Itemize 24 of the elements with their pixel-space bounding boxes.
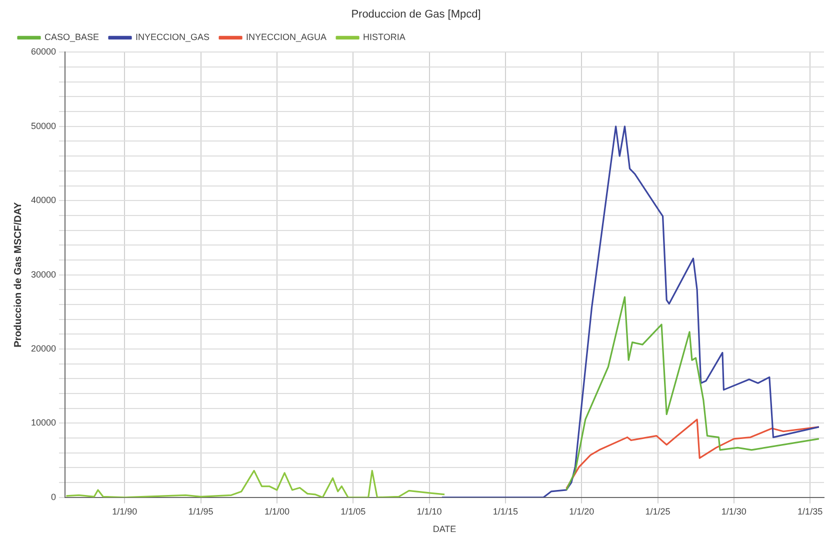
- y-tick-label: 10000: [30, 418, 56, 428]
- y-axis-title: Produccion de Gas MSCF/DAY: [12, 202, 24, 348]
- y-tick-label: 50000: [30, 120, 56, 131]
- y-tick-label: 30000: [30, 269, 56, 280]
- x-tick-label: 1/1/05: [340, 506, 366, 516]
- y-tick-label: 20000: [30, 343, 56, 354]
- x-axis-title: DATE: [432, 524, 456, 534]
- chart-title: Produccion de Gas [Mpcd]: [351, 8, 481, 21]
- x-tick-label: 1/1/35: [798, 506, 823, 516]
- y-tick-label: 40000: [30, 195, 56, 206]
- legend-label: CASO_BASE: [44, 32, 100, 42]
- x-tick-label: 1/1/00: [264, 506, 290, 516]
- y-tick-label: 60000: [30, 46, 56, 57]
- x-tick-label: 1/1/30: [721, 506, 746, 516]
- legend-label: INYECCION_GAS: [136, 32, 210, 42]
- y-tick-label: 0: [51, 492, 56, 502]
- x-tick-label: 1/1/15: [492, 506, 518, 516]
- x-tick-label: 1/1/10: [416, 506, 442, 516]
- x-tick-label: 1/1/20: [569, 506, 594, 516]
- x-tick-label: 1/1/95: [188, 506, 214, 516]
- x-tick-label: 1/1/25: [645, 506, 670, 516]
- x-tick-label: 1/1/90: [112, 506, 138, 516]
- legend-label: HISTORIA: [363, 32, 406, 42]
- legend-label: INYECCION_AGUA: [246, 32, 327, 42]
